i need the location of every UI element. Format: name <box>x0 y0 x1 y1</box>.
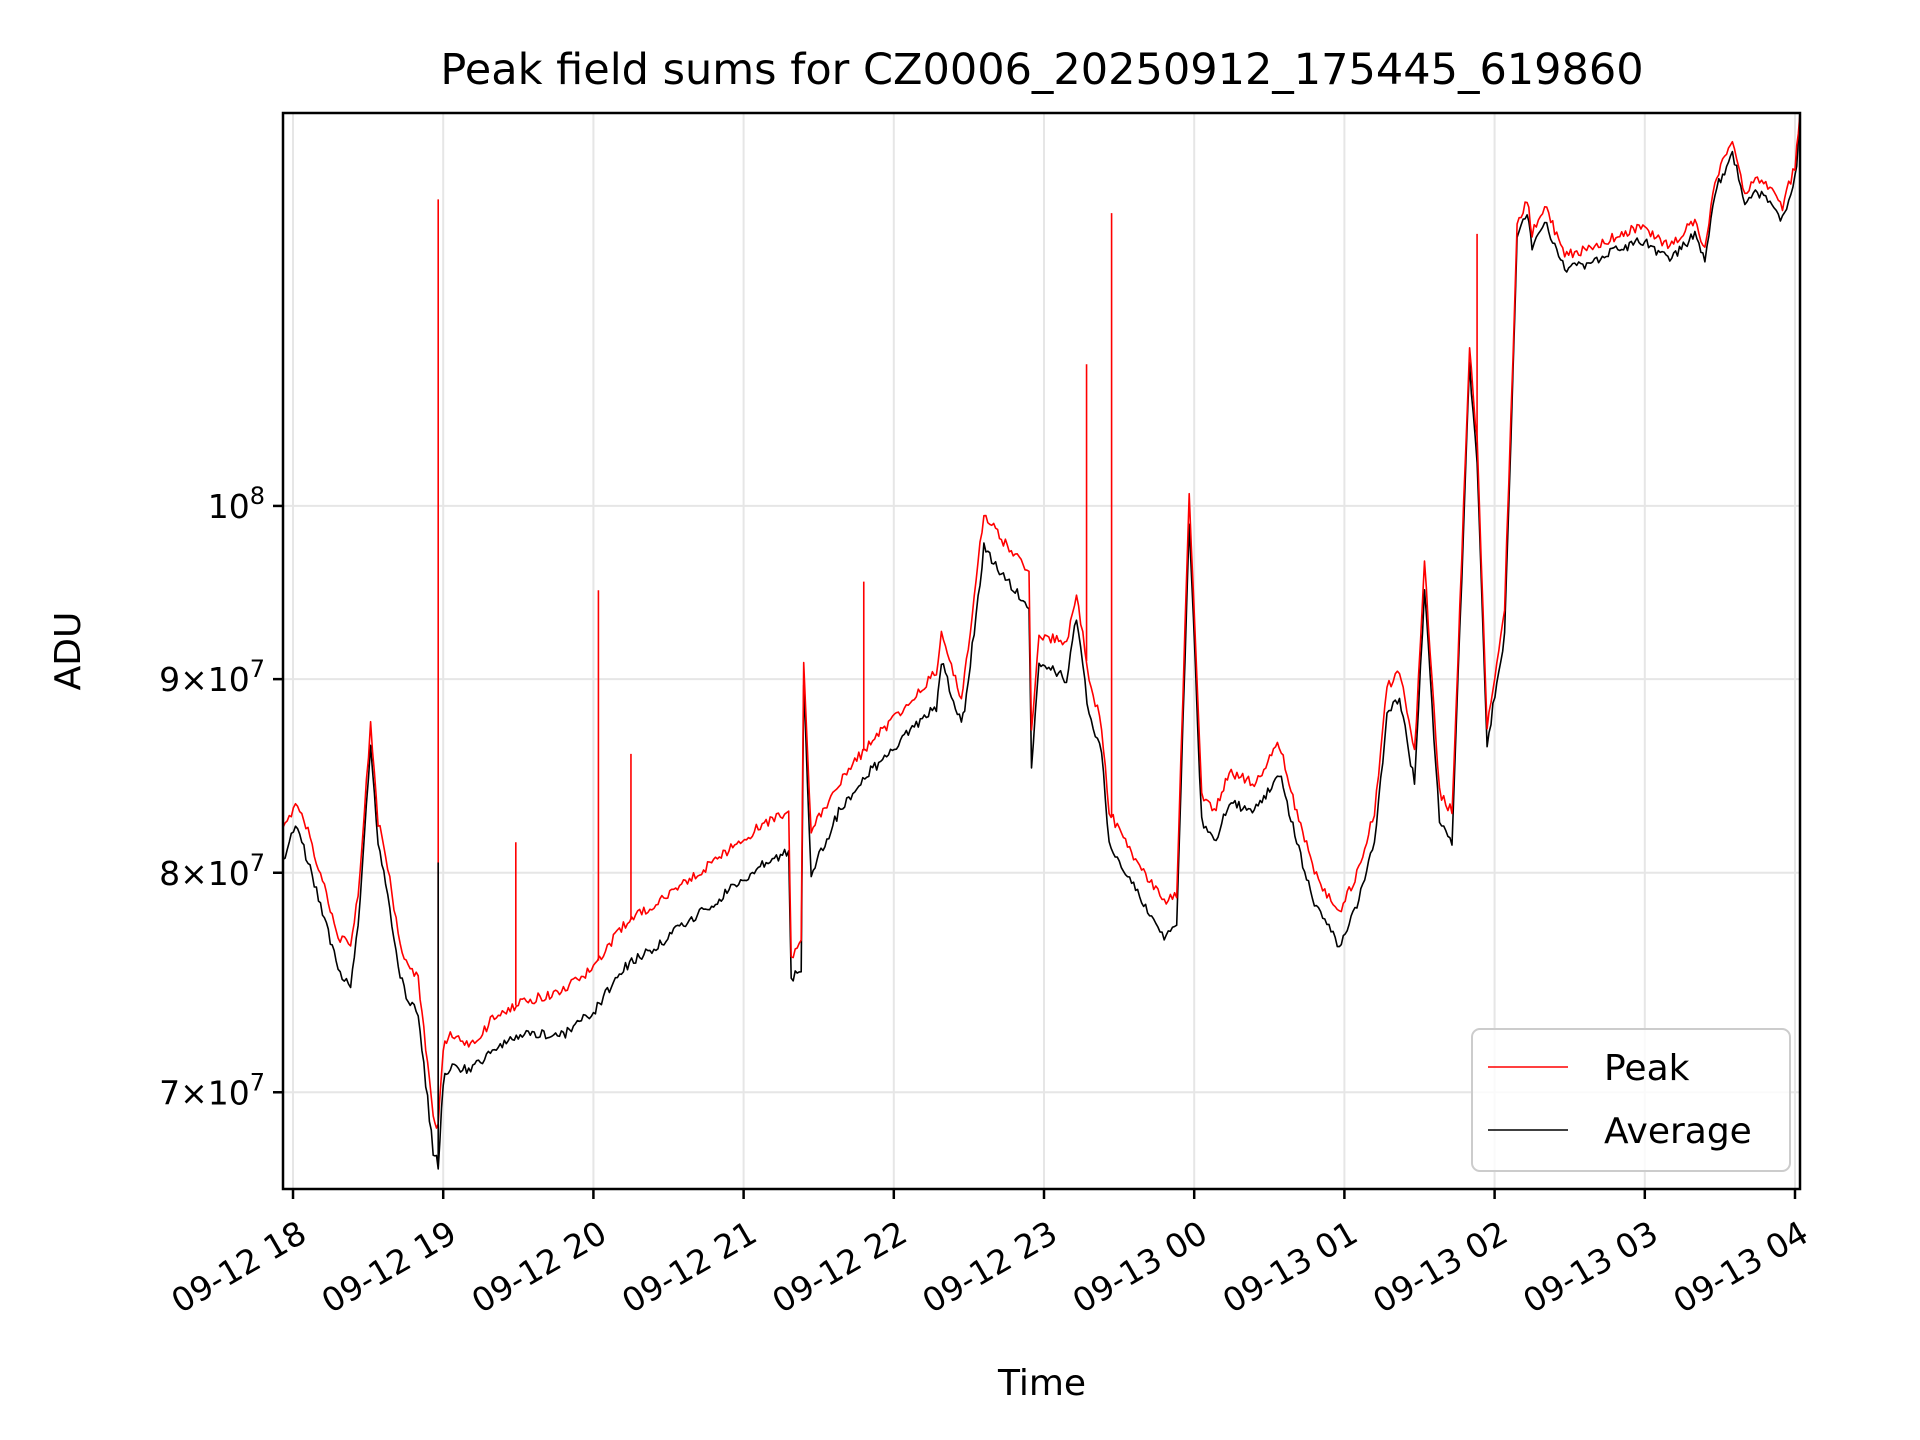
y-axis-label: ADU <box>48 612 89 691</box>
chart-title: Peak field sums for CZ0006_20250912_1754… <box>440 45 1643 95</box>
y-axis-ticks: 7×107 8×107 9×107 108 <box>159 482 283 1112</box>
legend: Peak Average <box>1471 1028 1791 1172</box>
series-line-peak <box>283 113 1800 1129</box>
x-axis-label: Time <box>997 1363 1086 1404</box>
plot-frame <box>281 111 1802 1191</box>
y-tick-label: 9×107 <box>159 655 265 699</box>
legend-peak-label: Peak <box>1604 1048 1690 1089</box>
y-tick-label: 8×107 <box>159 849 265 893</box>
y-tick-label: 7×107 <box>159 1068 265 1112</box>
legend-average-label: Average <box>1604 1111 1752 1152</box>
y-tick-label: 108 <box>208 482 265 526</box>
series-line-average <box>283 125 1800 1170</box>
legend-box <box>1471 1028 1791 1172</box>
series-layer <box>283 113 1800 1170</box>
x-gridlines <box>292 113 1796 1189</box>
